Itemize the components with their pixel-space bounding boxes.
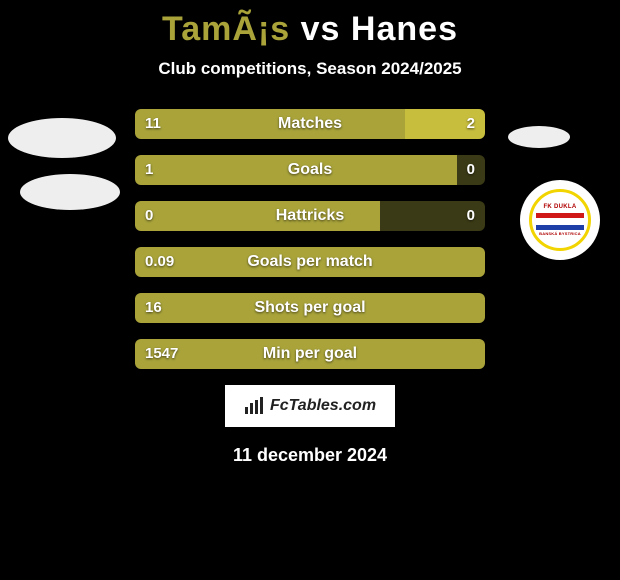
player2-avatar-placeholder — [508, 126, 570, 148]
brand-badge: FcTables.com — [225, 385, 395, 427]
stat-value-right: 2 — [467, 109, 475, 139]
stat-label: Hattricks — [135, 201, 485, 231]
brand-icon — [244, 397, 266, 415]
stat-label: Matches — [135, 109, 485, 139]
page-title: TamÃ¡s vs Hanes — [0, 0, 620, 49]
stat-row: Shots per goal16 — [135, 293, 485, 323]
badge-bottom-text: BANSKÁ BYSTRICA — [539, 232, 581, 236]
stat-row: Hattricks0 0 — [135, 201, 485, 231]
badge-stripe-red — [536, 213, 584, 218]
club-badge-inner: FK DUKLA BANSKÁ BYSTRICA — [529, 189, 591, 251]
vs-label: vs — [301, 10, 341, 48]
stat-value-left: 1547 — [145, 339, 178, 369]
badge-stripe-white — [536, 219, 584, 224]
player1-name: TamÃ¡s — [162, 10, 290, 48]
stat-value-left: 16 — [145, 293, 162, 323]
stat-value-left: 1 — [145, 155, 153, 185]
stat-label: Min per goal — [135, 339, 485, 369]
stat-row: Min per goal1547 — [135, 339, 485, 369]
player1-avatar-placeholder — [8, 118, 116, 158]
player1-club-placeholder — [20, 174, 120, 210]
stats-bars: Matches112Goals10Hattricks00Goals per ma… — [135, 109, 485, 369]
stat-value-right: 0 — [467, 201, 475, 231]
stat-row: Goals1 0 — [135, 155, 485, 185]
player2-club-badge: FK DUKLA BANSKÁ BYSTRICA — [520, 180, 600, 260]
stat-row: Matches11 2 — [135, 109, 485, 139]
badge-top-text: FK DUKLA — [543, 204, 576, 210]
stat-label: Goals per match — [135, 247, 485, 277]
stat-row: Goals per match0.09 — [135, 247, 485, 277]
date-label: 11 december 2024 — [0, 445, 620, 466]
comparison-infographic: TamÃ¡s vs Hanes Club competitions, Seaso… — [0, 0, 620, 580]
stat-value-left: 0.09 — [145, 247, 174, 277]
subtitle: Club competitions, Season 2024/2025 — [0, 59, 620, 79]
stat-label: Shots per goal — [135, 293, 485, 323]
brand-text: FcTables.com — [270, 397, 376, 415]
stat-value-left: 11 — [145, 109, 161, 139]
stat-label: Goals — [135, 155, 485, 185]
player2-name: Hanes — [351, 10, 458, 48]
stat-value-right: 0 — [467, 155, 475, 185]
badge-stripe-blue — [536, 225, 584, 230]
stat-value-left: 0 — [145, 201, 153, 231]
